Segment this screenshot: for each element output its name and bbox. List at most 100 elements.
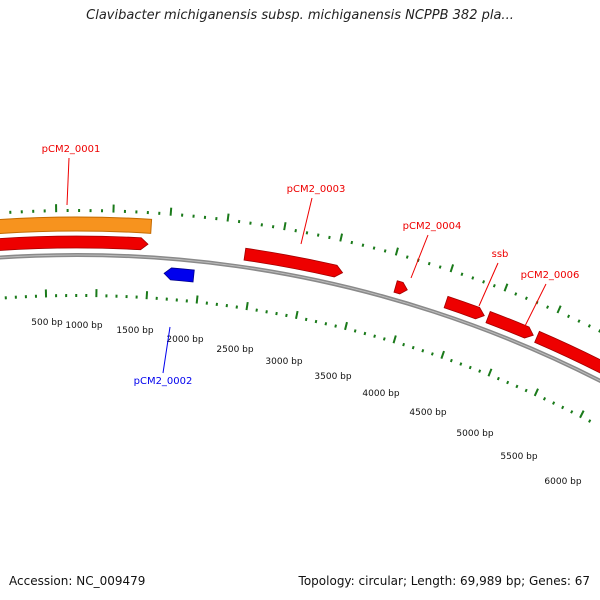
leader-line-pCM2_0001 xyxy=(66,157,70,206)
ruler-label: 5500 bp xyxy=(500,452,537,462)
outer-minor-tick xyxy=(372,246,376,250)
outer-major-tick xyxy=(449,264,455,273)
ruler-label: 4000 bp xyxy=(362,389,399,399)
inner-minor-tick xyxy=(411,345,415,350)
inner-major-tick xyxy=(392,335,397,344)
inner-minor-tick xyxy=(334,324,337,328)
inner-minor-tick xyxy=(552,401,556,405)
inner-minor-tick xyxy=(524,388,528,393)
gene-ssb-arrow xyxy=(443,295,485,320)
gene-label-pCM2_0002: pCM2_0002 xyxy=(134,376,193,387)
inner-major-tick xyxy=(145,291,149,300)
inner-minor-tick xyxy=(373,334,376,338)
inner-minor-tick xyxy=(285,313,288,318)
genome-summary: Topology: circular; Length: 69,989 bp; G… xyxy=(298,574,590,588)
outer-major-tick xyxy=(226,213,230,222)
inner-major-tick xyxy=(195,295,199,304)
gene-pCM2_0003-arrow xyxy=(243,247,344,278)
inner-minor-tick xyxy=(314,319,318,324)
gene-pCM2_0001-arrow xyxy=(0,235,149,251)
inner-major-tick xyxy=(344,321,348,331)
outer-major-tick xyxy=(556,305,562,314)
inner-minor-tick xyxy=(478,369,482,373)
gene-pCM2_0007-arrow xyxy=(534,330,600,374)
gene-label-pCM2_0004: pCM2_0004 xyxy=(403,221,462,232)
leader-line-pCM2_0003 xyxy=(300,197,313,245)
outer-major-tick xyxy=(339,233,344,242)
ruler-label: 2000 bp xyxy=(166,335,203,345)
feature-tracks xyxy=(0,216,600,384)
outer-minor-tick xyxy=(405,255,409,259)
map-title: Clavibacter michiganensis subsp. michiga… xyxy=(86,8,514,23)
gene-pCM2_0006-arrow xyxy=(485,310,534,339)
outer-minor-tick xyxy=(438,265,442,269)
gene-label-pCM2_0001: pCM2_0001 xyxy=(42,144,101,155)
inner-minor-tick xyxy=(275,311,278,316)
outer-minor-tick xyxy=(577,319,581,323)
inner-major-tick xyxy=(487,368,493,377)
ruler-label: 1500 bp xyxy=(116,326,153,336)
ruler-label: 2500 bp xyxy=(216,345,253,355)
inner-minor-tick xyxy=(449,358,453,363)
outer-minor-tick xyxy=(361,243,365,247)
outer-minor-tick xyxy=(383,249,387,253)
outer-minor-tick xyxy=(427,261,431,266)
outer-minor-tick xyxy=(460,272,464,276)
outer-minor-tick xyxy=(514,292,518,296)
leader-line-pCM2_0002 xyxy=(162,326,171,374)
backbone-highlight xyxy=(0,254,600,382)
inner-minor-tick xyxy=(468,365,472,370)
orange-feature-track xyxy=(0,216,153,235)
inner-minor-tick xyxy=(506,380,510,385)
outer-minor-tick xyxy=(546,305,550,309)
outer-minor-tick xyxy=(305,231,309,235)
inner-minor-tick xyxy=(542,397,547,401)
outer-minor-tick xyxy=(350,240,354,245)
inner-minor-tick xyxy=(421,349,425,353)
ruler-label: 500 bp xyxy=(31,318,63,328)
gene-label-pCM2_0003: pCM2_0003 xyxy=(287,184,346,195)
inner-major-tick xyxy=(533,388,539,397)
inner-major-tick xyxy=(295,310,299,320)
ruler-label: 1000 bp xyxy=(65,321,102,331)
inner-minor-tick xyxy=(353,329,357,333)
outer-major-tick xyxy=(394,247,399,256)
inner-minor-tick xyxy=(430,352,434,356)
accession-label: Accession: NC_009479 xyxy=(9,574,146,588)
gene-pCM2_0002-arrow xyxy=(163,267,195,283)
leader-line-pCM2_0004 xyxy=(410,234,429,279)
ruler-label: 6000 bp xyxy=(544,477,581,487)
inner-major-tick xyxy=(579,410,585,419)
inner-major-tick xyxy=(245,301,249,311)
outer-minor-tick xyxy=(492,284,496,288)
ruler-label: 5000 bp xyxy=(456,429,493,439)
gene-labels: 500 bp 1000 bp 1500 bp 2000 bp 2500 bp 3000 b… xyxy=(31,144,582,487)
inner-minor-tick xyxy=(459,362,463,366)
outer-minor-tick xyxy=(471,276,475,280)
inner-minor-tick xyxy=(304,317,308,322)
gene-label-pCM2_0006: pCM2_0006 xyxy=(521,270,580,281)
ruler-label: 3000 bp xyxy=(265,357,302,367)
inner-minor-tick xyxy=(561,405,565,410)
ruler-label: 3500 bp xyxy=(314,372,351,382)
outer-minor-tick xyxy=(316,233,320,237)
leader-line-ssb xyxy=(478,262,499,307)
inner-minor-tick xyxy=(363,331,367,336)
inner-minor-tick xyxy=(496,376,500,381)
outer-minor-tick xyxy=(294,229,297,233)
outer-minor-tick xyxy=(482,280,486,284)
outer-minor-tick xyxy=(587,324,591,328)
outer-minor-tick xyxy=(524,296,528,301)
gene-label-ssb: ssb xyxy=(492,249,509,260)
leader-line-pCM2_0006 xyxy=(522,283,547,331)
outer-major-tick xyxy=(283,222,287,231)
ruler-label: 4500 bp xyxy=(409,408,446,418)
inner-minor-tick xyxy=(382,337,386,341)
outer-minor-tick xyxy=(567,314,571,319)
inner-tick-track xyxy=(4,289,592,423)
inner-minor-tick xyxy=(515,384,519,389)
inner-minor-tick xyxy=(265,310,268,314)
inner-major-tick xyxy=(440,350,445,359)
outer-major-tick xyxy=(503,283,509,292)
